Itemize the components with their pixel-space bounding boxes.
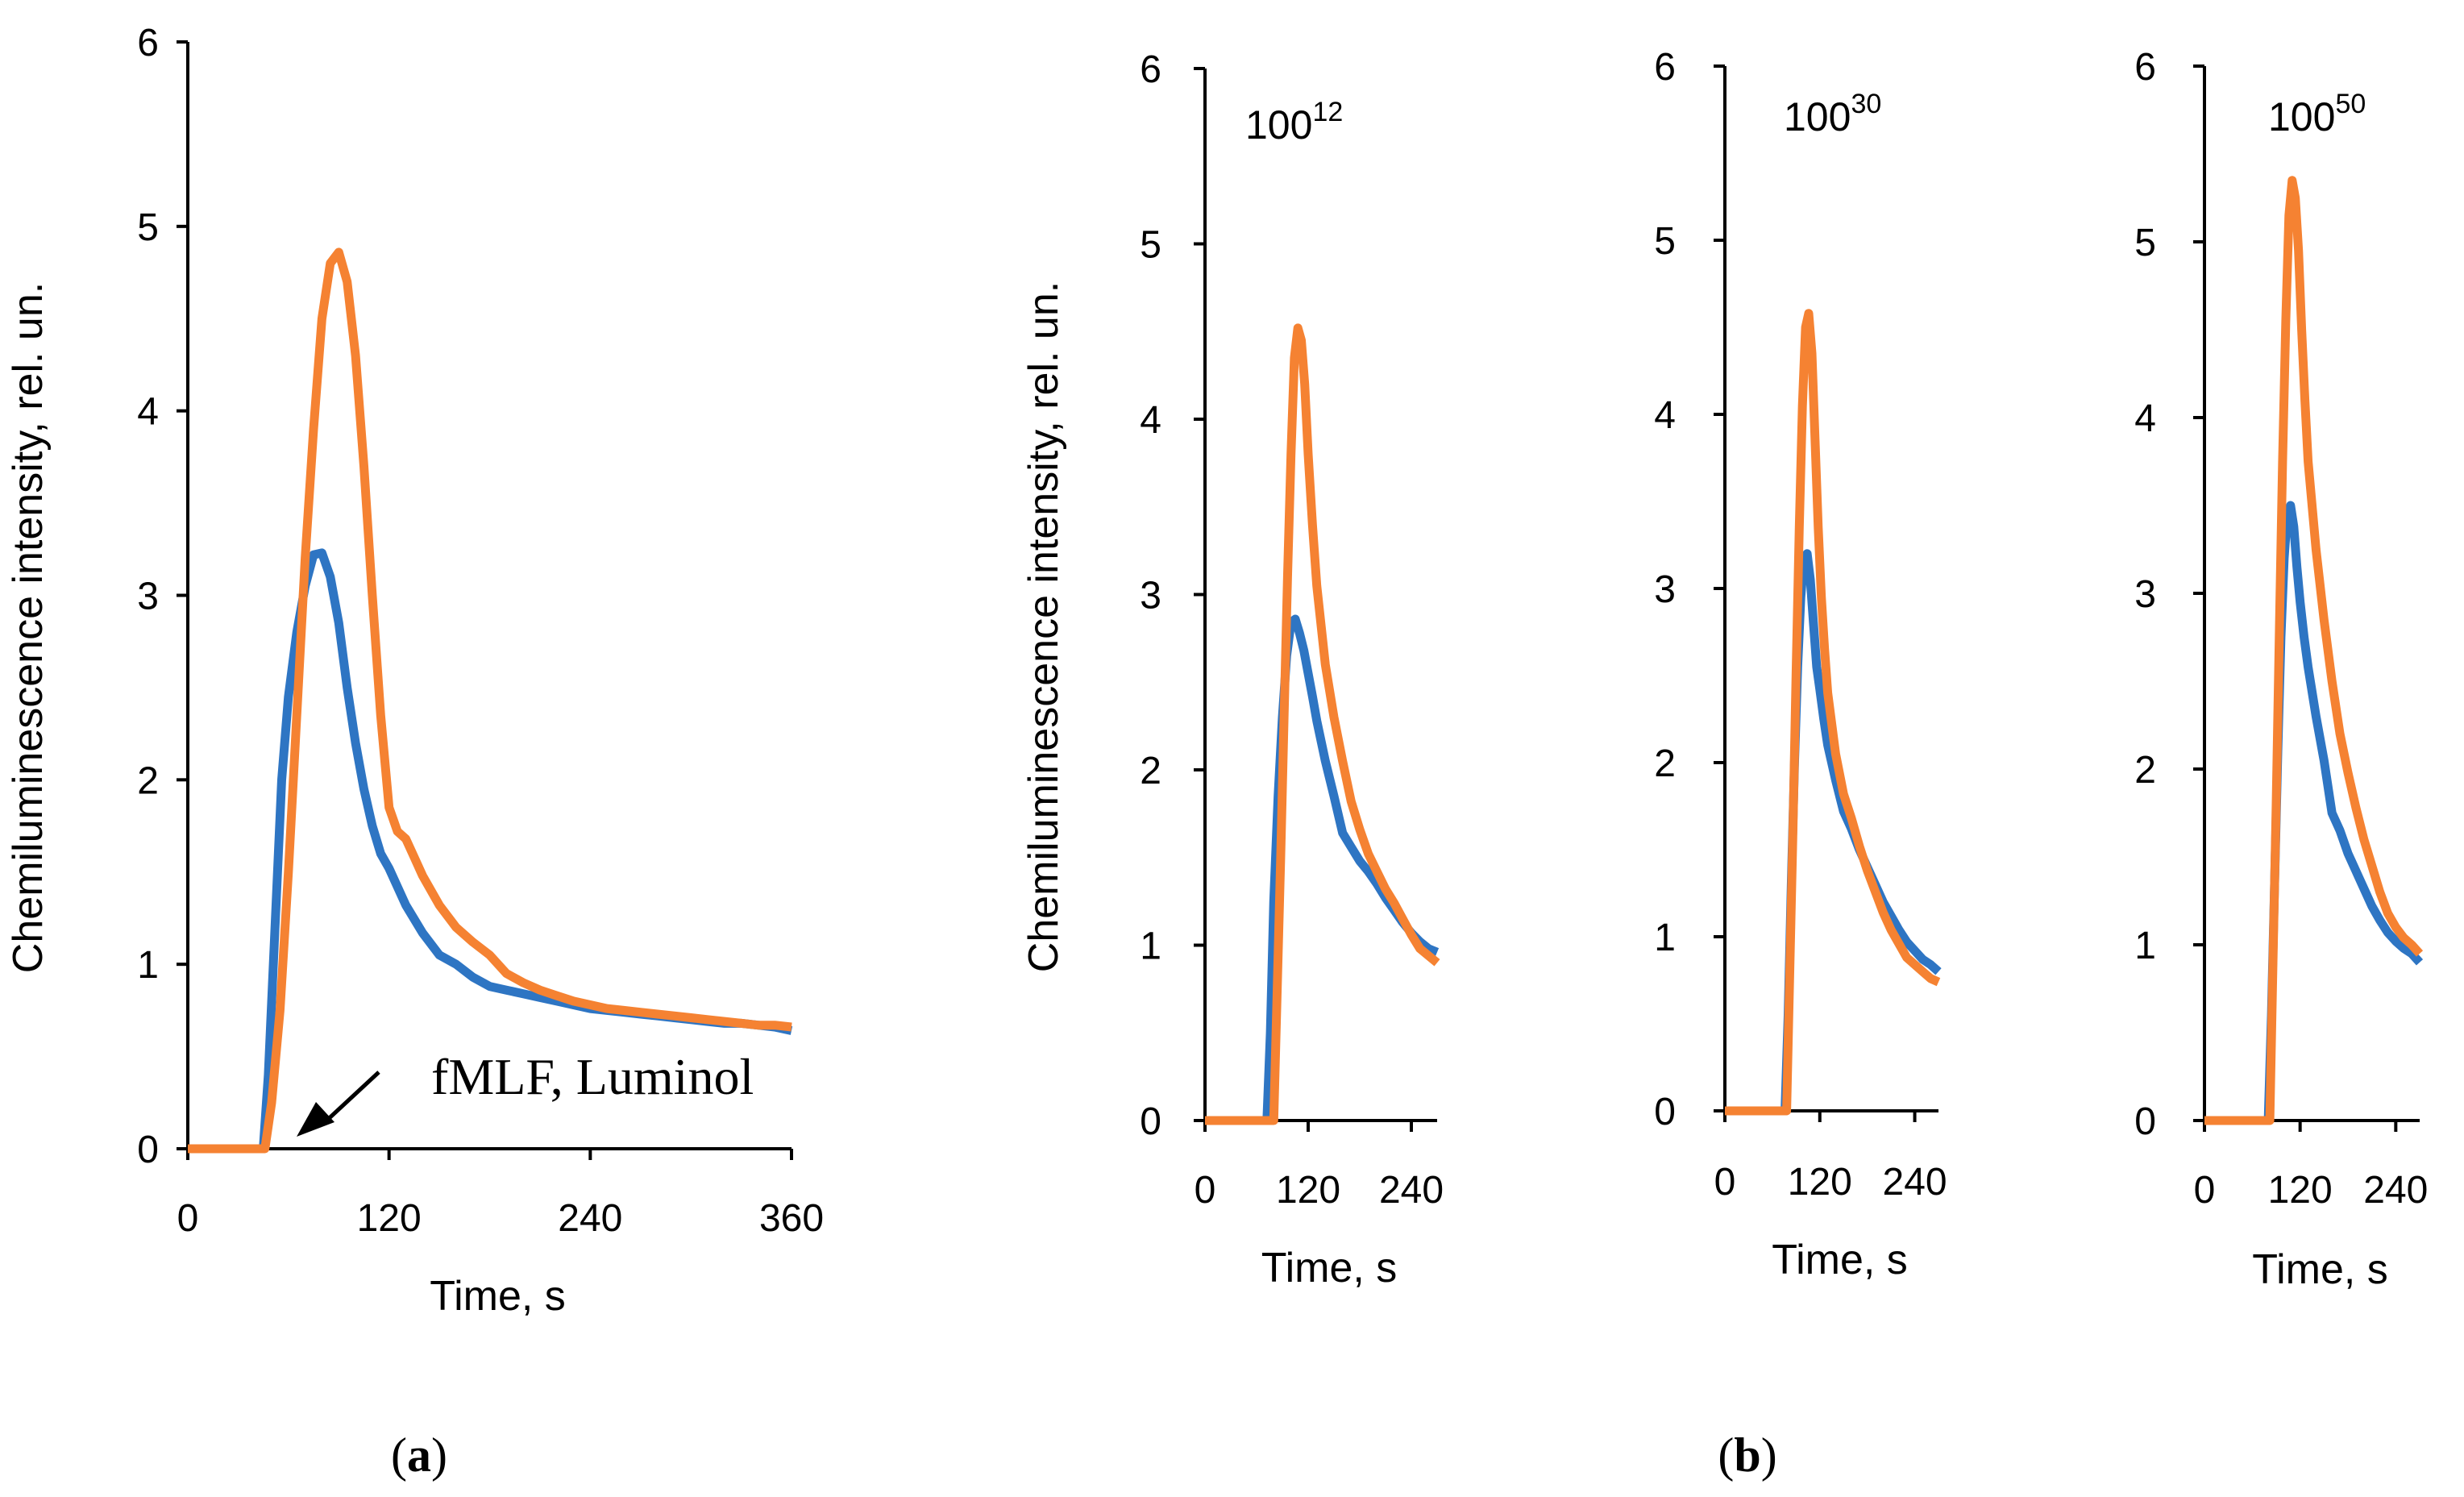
x-tick-label-b2: 0 (1714, 1161, 1736, 1204)
x-tick-label-b2: 240 (1883, 1161, 1947, 1204)
y-tick-label-b1: 2 (1140, 750, 1161, 792)
panel-label-a: (a) (391, 1428, 447, 1482)
y-tick-label-a: 6 (137, 22, 159, 64)
y-tick-label-b2: 4 (1654, 394, 1676, 437)
y-tick-label-a: 0 (137, 1129, 159, 1171)
y-tick-label-b3: 4 (2134, 397, 2156, 440)
chart-panel-b1: 0 1 2 3 4 5 6 0 120 240 Time, s Chemiluminescence i… (1020, 48, 1444, 1291)
y-tick-label-b1: 0 (1140, 1100, 1161, 1143)
chart-panel-a: 0 1 2 3 4 5 6 0 120 240 360 Time, s Chemiluminescenc… (5, 22, 824, 1320)
series-line-treated-a (188, 247, 792, 1154)
y-tick-label-b2: 2 (1654, 742, 1676, 785)
y-tick-label-a: 3 (137, 576, 159, 618)
subplot-title-b2: 10030 (1784, 89, 1881, 139)
y-tick-label-b3: 5 (2134, 222, 2156, 264)
y-tick-label-b1: 3 (1140, 575, 1161, 618)
x-tick-label-a: 240 (558, 1197, 622, 1240)
x-tick-label-a: 0 (177, 1197, 199, 1240)
y-tick-label-b2: 1 (1654, 917, 1676, 959)
x-tick-label-b1: 240 (1379, 1169, 1444, 1212)
y-tick-label-b1: 5 (1140, 224, 1161, 267)
series-line-treated-b2 (1725, 309, 1941, 1116)
x-tick-label-b3: 120 (2268, 1169, 2333, 1212)
x-tick-label-b1: 0 (1195, 1169, 1216, 1212)
y-tick-label-b2: 6 (1654, 46, 1676, 89)
y-tick-label-a: 5 (137, 206, 159, 249)
chart-panel-b2: 0 1 2 3 4 5 6 0 120 240 Time, s (1654, 46, 1947, 1283)
y-tick-label-b2: 0 (1654, 1091, 1676, 1133)
x-tick-label-b3: 240 (2363, 1169, 2428, 1212)
y-tick-label-b3: 1 (2134, 925, 2156, 967)
x-axis-label-a: Time, s (430, 1273, 566, 1320)
y-tick-label-b3: 2 (2134, 749, 2156, 792)
y-tick-label-b2: 5 (1654, 220, 1676, 263)
y-tick-label-b1: 6 (1140, 48, 1161, 91)
series-line-control-b2 (1725, 549, 1942, 1116)
y-axis-label-a: Chemiluminescence intensity, rel. un. (5, 282, 52, 973)
y-tick-label-a: 2 (137, 759, 159, 802)
y-tick-label-b1: 1 (1140, 925, 1161, 968)
y-tick-label-b3: 0 (2134, 1100, 2156, 1143)
y-tick-label-a: 1 (137, 944, 159, 987)
x-axis-label-b1: Time, s (1261, 1245, 1398, 1291)
annotation-label: fMLF, Luminol (431, 1048, 754, 1105)
y-axis-label-b1: Chemiluminescence intensity, rel. un. (1020, 281, 1067, 972)
annotation-arrow-head (297, 1102, 334, 1137)
panel-label-b: (b) (1718, 1428, 1776, 1482)
x-tick-label-b1: 120 (1276, 1169, 1340, 1212)
y-tick-label-a: 4 (137, 391, 159, 434)
series-line-treated-b3 (2204, 176, 2424, 1125)
subplot-title-b1: 10012 (1245, 97, 1343, 148)
x-tick-label-b3: 0 (2194, 1169, 2216, 1212)
annotation-arrow (322, 1071, 380, 1125)
y-tick-label-b3: 6 (2134, 46, 2156, 89)
y-tick-label-b1: 4 (1140, 399, 1161, 442)
x-tick-label-a: 120 (357, 1197, 422, 1240)
y-tick-label-b2: 3 (1654, 568, 1676, 611)
chart-panel-b3: 0 1 2 3 4 5 6 0 120 240 Time, s (2134, 46, 2428, 1293)
series-line-treated-b1 (1205, 323, 1440, 1125)
series-line-control-b3 (2204, 501, 2424, 1125)
x-tick-label-b2: 120 (1788, 1161, 1852, 1204)
y-tick-label-b3: 3 (2134, 573, 2156, 616)
series-line-control-b1 (1205, 614, 1440, 1125)
x-tick-label-a: 360 (759, 1197, 824, 1240)
x-axis-label-b3: Time, s (2252, 1246, 2388, 1293)
x-axis-label-b2: Time, s (1772, 1237, 1908, 1283)
subplot-title-b3: 10050 (2268, 89, 2366, 139)
